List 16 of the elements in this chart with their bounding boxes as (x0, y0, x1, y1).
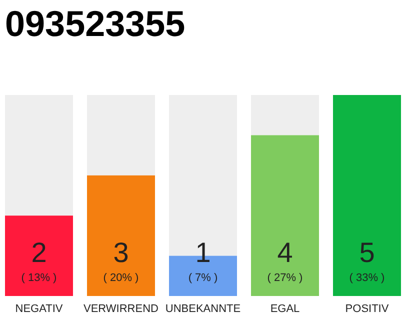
annotation: ( 7% ) (188, 272, 218, 284)
data-label: 5 (359, 237, 375, 268)
annotation: ( 33% ) (349, 272, 385, 284)
x-tick-label: EGAL (270, 303, 300, 315)
data-label: 2 (31, 237, 47, 268)
x-tick-label: NEGATIV (15, 303, 64, 315)
data-label: 4 (277, 237, 293, 268)
bar (333, 95, 401, 296)
x-tick-label: VERWIRREND (84, 303, 159, 315)
data-label: 3 (113, 237, 129, 268)
annotation: ( 20% ) (103, 272, 139, 284)
chart-title: 093523355 (5, 3, 186, 44)
x-tick-label: UNBEKANNTE (165, 303, 241, 315)
annotation: ( 13% ) (21, 272, 57, 284)
x-tick-label: POSITIV (345, 303, 390, 315)
annotation: ( 27% ) (267, 272, 303, 284)
